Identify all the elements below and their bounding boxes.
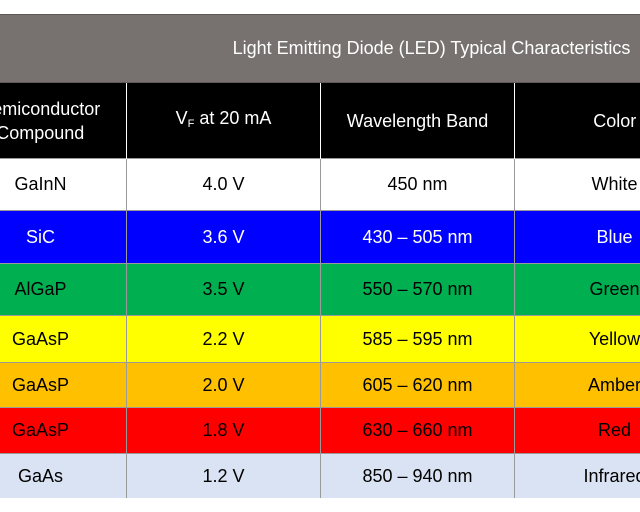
cell-forward-voltage: 2.0 V — [126, 362, 321, 408]
table-title-text: Light Emitting Diode (LED) Typical Chara… — [232, 38, 631, 58]
cell-wavelength: 430 – 505 nm — [320, 210, 515, 264]
header-compound: Semiconductor Compound — [0, 82, 127, 159]
cell-wavelength: 585 – 595 nm — [320, 315, 515, 363]
header-color: Color — [514, 82, 640, 159]
table-row: GaInN 4.0 V 450 nm White — [0, 158, 640, 211]
cell-forward-voltage: 3.5 V — [126, 263, 321, 316]
header-forward-voltage: VF at 20 mA — [126, 82, 321, 159]
table-row: GaAsP 2.0 V 605 – 620 nm Amber — [0, 362, 640, 408]
header-compound-line1: Semiconductor — [0, 98, 101, 119]
cell-color: Green — [513, 263, 640, 316]
cell-forward-voltage: 4.0 V — [126, 158, 321, 211]
cell-wavelength: 450 nm — [320, 158, 515, 211]
cell-color: White — [513, 158, 640, 211]
cell-forward-voltage: 2.2 V — [126, 315, 321, 363]
cell-color: Red — [513, 407, 640, 454]
header-vf-rest: at 20 mA — [194, 107, 272, 128]
header-vf-main: V — [175, 107, 188, 128]
cell-compound: GaInN — [0, 158, 127, 211]
led-characteristics-table-container: Light Emitting Diode (LED) Typical Chara… — [0, 14, 640, 498]
table-title: Light Emitting Diode (LED) Typical Chara… — [0, 14, 640, 83]
header-vf-sub: F — [187, 117, 195, 130]
led-characteristics-table: Light Emitting Diode (LED) Typical Chara… — [0, 14, 640, 498]
table-row: SiC 3.6 V 430 – 505 nm Blue — [0, 210, 640, 264]
cell-wavelength: 630 – 660 nm — [320, 407, 515, 454]
cell-wavelength: 550 – 570 nm — [320, 263, 515, 316]
cell-forward-voltage: 1.8 V — [126, 407, 321, 454]
table-row: GaAs 1.2 V 850 – 940 nm Infrared — [0, 453, 640, 498]
cell-forward-voltage: 1.2 V — [126, 453, 321, 498]
cell-compound: AlGaP — [0, 263, 127, 316]
cell-compound: GaAsP — [0, 362, 127, 408]
header-compound-line2: Compound — [0, 122, 85, 143]
column-header-row: Semiconductor Compound VF at 20 mA Wavel… — [0, 82, 640, 159]
cell-compound: GaAsP — [0, 315, 127, 363]
cell-color: Infrared — [513, 453, 640, 498]
cell-compound: GaAsP — [0, 407, 127, 454]
cell-color: Blue — [513, 210, 640, 264]
table-row: AlGaP 3.5 V 550 – 570 nm Green — [0, 263, 640, 316]
cell-compound: SiC — [0, 210, 127, 264]
cell-wavelength: 605 – 620 nm — [320, 362, 515, 408]
cell-color: Amber — [513, 362, 640, 408]
table-row: GaAsP 2.2 V 585 – 595 nm Yellow — [0, 315, 640, 363]
header-wavelength: Wavelength Band — [320, 82, 515, 159]
cell-color: Yellow — [513, 315, 640, 363]
cell-wavelength: 850 – 940 nm — [320, 453, 515, 498]
cell-forward-voltage: 3.6 V — [126, 210, 321, 264]
table-title-row: Light Emitting Diode (LED) Typical Chara… — [0, 14, 640, 83]
table-row: GaAsP 1.8 V 630 – 660 nm Red — [0, 407, 640, 454]
cell-compound: GaAs — [0, 453, 127, 498]
